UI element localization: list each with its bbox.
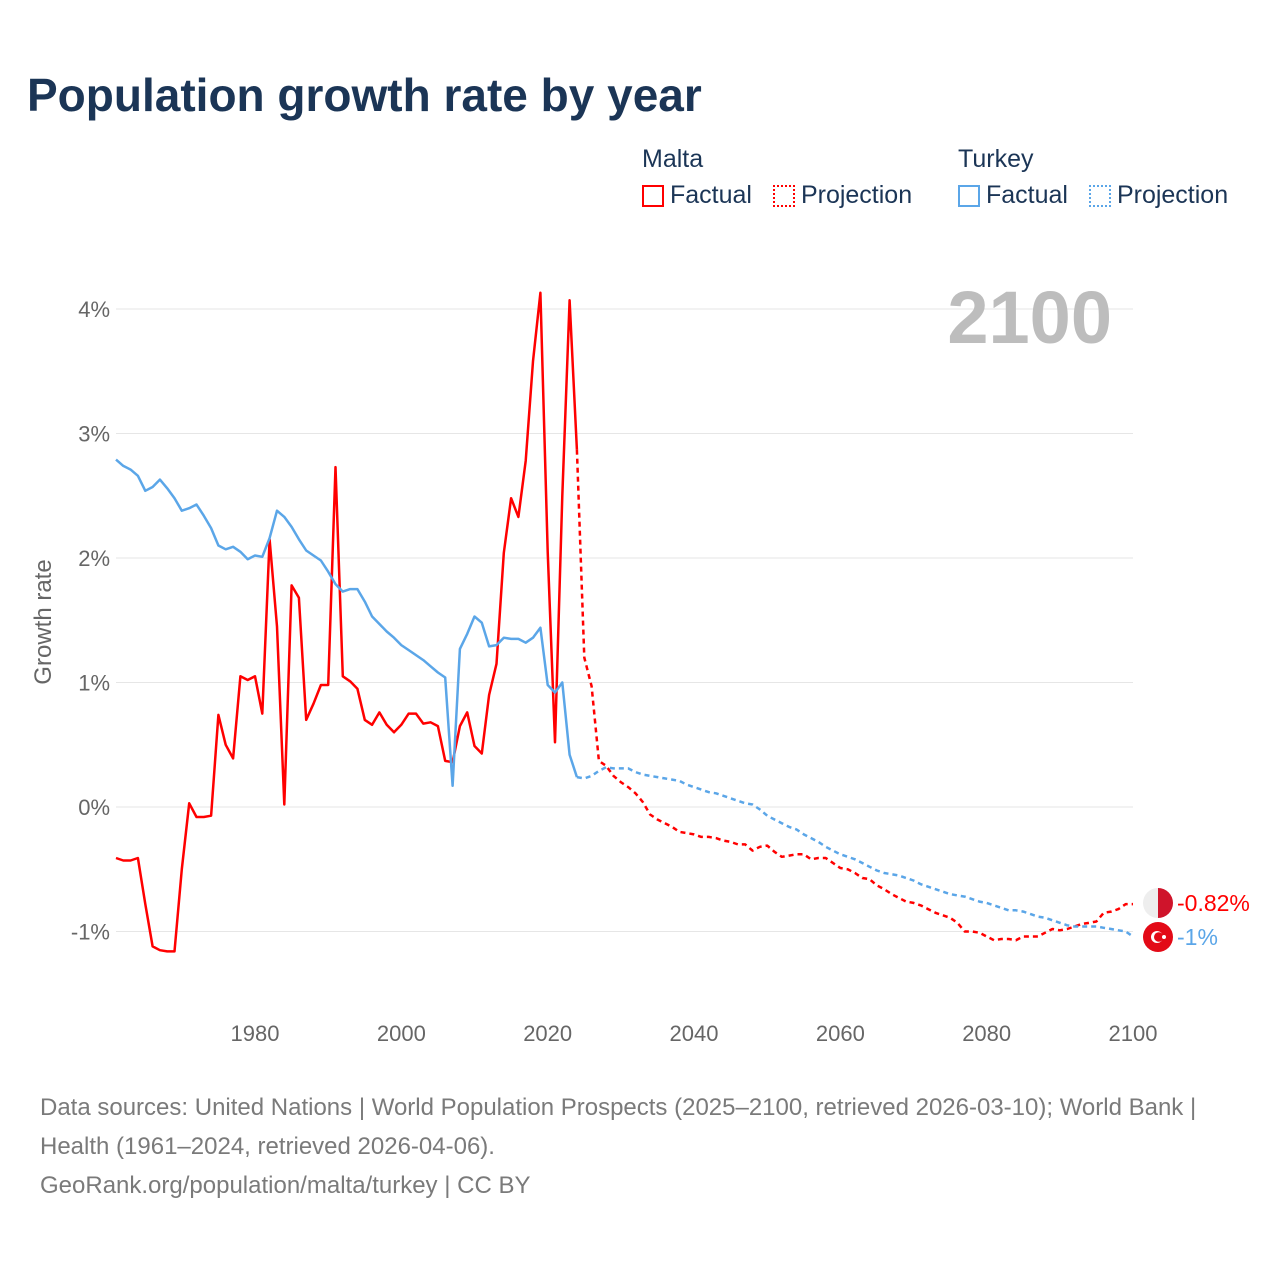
x-tick-label: 2040 [670, 1021, 719, 1046]
x-tick-label: 2100 [1109, 1021, 1158, 1046]
legend-swatch-solid [958, 184, 980, 207]
y-tick-label: 1% [78, 671, 110, 696]
flag-red-half [1158, 888, 1173, 918]
series-turkey-projection [576, 765, 1134, 938]
year-watermark: 2100 [947, 276, 1112, 359]
y-tick-label: -1% [71, 920, 110, 945]
x-tick-label: 2080 [962, 1021, 1011, 1046]
legend-label: Factual [670, 181, 752, 209]
legend-group-malta: Malta Factual Projection [642, 145, 926, 214]
x-tick-label: 1980 [231, 1021, 280, 1046]
flag-star [1162, 935, 1166, 939]
y-tick-label: 0% [78, 795, 110, 820]
x-tick-label: 2000 [377, 1021, 426, 1046]
legend-turkey-projection[interactable]: Projection [1088, 181, 1229, 210]
flag-white-half [1143, 888, 1158, 918]
legend-group-title: Turkey [958, 145, 1034, 173]
legend-label: Projection [1116, 181, 1229, 209]
y-tick-label: 2% [78, 546, 110, 571]
legend-turkey-factual[interactable]: Factual [958, 181, 1068, 210]
malta-flag-icon [1143, 888, 1173, 918]
y-axis-label: Growth rate [30, 559, 57, 684]
data-sources: Data sources: United Nations | World Pop… [40, 1094, 1197, 1160]
series-malta-factual [115, 291, 579, 953]
footer: Data sources: United Nations | World Pop… [40, 1088, 1230, 1205]
legend-group-title: Malta [642, 145, 704, 173]
legend-malta-projection[interactable]: Projection [772, 181, 913, 210]
flag-crescent-inner [1154, 932, 1164, 942]
x-tick-label: 2060 [816, 1021, 865, 1046]
source-link[interactable]: GeoRank.org/population/malta/turkey | CC… [40, 1172, 531, 1199]
series-turkey-factual [115, 458, 579, 788]
legend-group-turkey: Turkey Factual Projection [958, 145, 1242, 214]
legend-label: Factual [986, 181, 1068, 209]
legend-swatch-dotted [1088, 184, 1111, 207]
x-tick-label: 2020 [523, 1021, 572, 1046]
line-chart: 4% 3% 2% 1% 0% -1% 1980 2000 2020 2040 2060 2080 210… [30, 276, 1250, 1046]
turkey-flag-icon [1143, 922, 1173, 952]
end-value-label: -1% [1177, 924, 1218, 950]
legend-swatch-dotted [772, 184, 795, 207]
y-tick-label: 4% [78, 297, 110, 322]
legend-label: Projection [800, 181, 913, 209]
chart-title: Population growth rate by year [27, 69, 702, 121]
end-value-label: -0.82% [1177, 890, 1250, 916]
y-tick-label: 3% [78, 422, 110, 447]
series-malta-projection [575, 449, 1133, 942]
legend-malta-factual[interactable]: Factual [642, 181, 752, 210]
legend-swatch-solid [642, 184, 664, 207]
